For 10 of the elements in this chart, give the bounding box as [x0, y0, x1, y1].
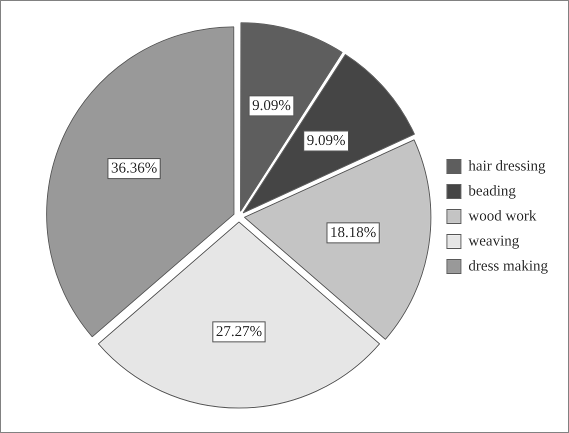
- legend-label: wood work: [468, 208, 537, 224]
- data-label: 27.27%: [216, 324, 262, 340]
- legend-label: weaving: [468, 233, 520, 250]
- data-label: 18.18%: [330, 224, 376, 241]
- legend-label: beading: [468, 183, 516, 200]
- legend-label: hair dressing: [468, 158, 546, 174]
- legend-label: dress making: [468, 258, 548, 274]
- data-label: 36.36%: [110, 160, 158, 177]
- data-label: 9.09%: [306, 132, 346, 149]
- data-label: 9.09%: [252, 98, 291, 114]
